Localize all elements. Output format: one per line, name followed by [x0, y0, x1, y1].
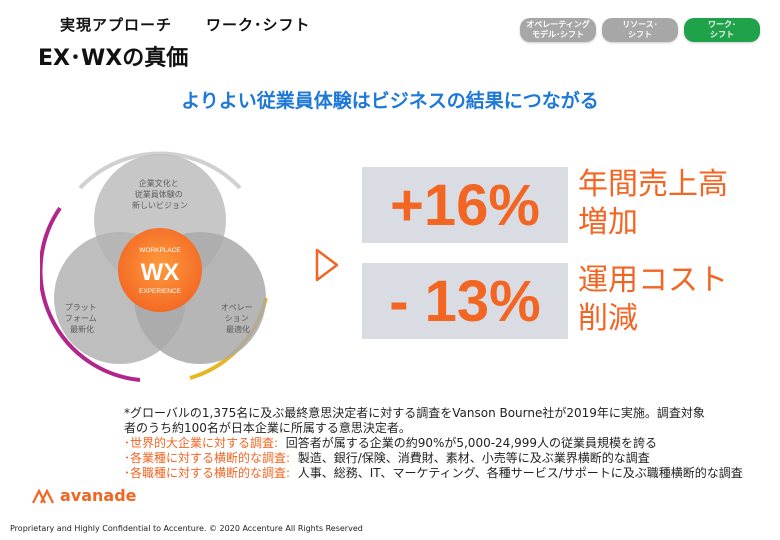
footnote-item-key: ･世界的大企業に対する調査: [124, 436, 279, 450]
arc-left [40, 206, 141, 382]
avanade-logo-icon [32, 488, 54, 503]
footnote-item-key: ･各業種に対する横断的な調査: [124, 451, 291, 465]
subtitle-workshift: ワーク･シフト [206, 16, 311, 34]
wx-small-bottom: EXPERIENCE [139, 288, 182, 295]
subtitle-approach: 実現アプローチ [60, 16, 173, 34]
wx-center [118, 228, 202, 312]
stat-label-line: 年間売上高 [578, 167, 728, 202]
section-subtitle: 実現アプローチ ワーク･シフト [60, 14, 311, 35]
copyright: Proprietary and Highly Confidential to A… [10, 524, 363, 533]
stat-label-line: 運用コスト [578, 263, 728, 298]
wx-small-top: WORKPLACE [139, 247, 181, 254]
footnote-line: *グローバルの1,375名に及ぶ最終意思決定者に対する調査をVanson Bou… [124, 406, 705, 420]
tab-label: オペレーティング モデル･シフト [526, 20, 590, 39]
stat-cost-value: - 13% [362, 263, 568, 339]
wx-venn-diagram: 企業文化と 従業員体験の 新しいビジョン プラット フォーム 最新化 オペレー … [40, 151, 268, 382]
logo-text: avanade [60, 486, 137, 505]
footnote-item: ･各職種に対する横断的な調査: 人事、総務、IT、マーケティング、各種サービス/… [124, 466, 764, 481]
footnote: *グローバルの1,375名に及ぶ最終意思決定者に対する調査をVanson Bou… [124, 406, 764, 481]
venn-label-left: プラット フォーム 最新化 [65, 303, 100, 334]
footnote-item: ･各業種に対する横断的な調査: 製造、銀行/保険、消費財、素材、小売等に及ぶ業界… [124, 451, 764, 466]
stat-label-line: 増加 [578, 205, 638, 240]
stat-cost-label: 運用コスト 削減 [578, 262, 728, 338]
stat-revenue-value: +16% [362, 167, 568, 243]
page-title: EX･WXの真価 [38, 46, 189, 71]
tab-work-shift[interactable]: ワーク･ シフト [684, 18, 760, 42]
footnote-item: ･世界的大企業に対する調査: 回答者が属する企業の約90%が5,000-24,9… [124, 436, 764, 451]
tab-bar: オペレーティング モデル･シフト リソース･ シフト ワーク･ シフト [520, 18, 760, 42]
footnote-item-key: ･各職種に対する横断的な調査: [124, 466, 291, 480]
venn-label-right: オペレー ション 最適化 [221, 303, 256, 334]
venn-label-top: 企業文化と 従業員体験の 新しいビジョン [132, 178, 188, 210]
stat-label-line: 削減 [578, 301, 638, 336]
footnote-item-text: 人事、総務、IT、マーケティング、各種サービス/サポートに及ぶ職種横断的な調査 [297, 466, 743, 480]
chevron-right-icon [315, 248, 339, 282]
tab-label: リソース･ シフト [622, 20, 658, 39]
tab-label: ワーク･ シフト [708, 20, 736, 39]
stat-revenue-label: 年間売上高 増加 [578, 166, 728, 242]
wx-big: WX [141, 259, 180, 286]
footnote-line: 者のうち約100名が日本企業に所属する意思決定者。 [124, 421, 411, 435]
avanade-logo: avanade [32, 486, 137, 505]
footnote-item-text: 回答者が属する企業の約90%が5,000-24,999人の従業員規模を誇る [285, 436, 658, 450]
tab-operating-model-shift[interactable]: オペレーティング モデル･シフト [520, 18, 596, 42]
arc-top [78, 151, 242, 190]
tab-resource-shift[interactable]: リソース･ シフト [602, 18, 678, 42]
headline: よりよい従業員体験はビジネスの結果につながる [181, 90, 599, 112]
footnote-item-text: 製造、銀行/保険、消費財、素材、小売等に及ぶ業界横断的な調査 [297, 451, 650, 465]
